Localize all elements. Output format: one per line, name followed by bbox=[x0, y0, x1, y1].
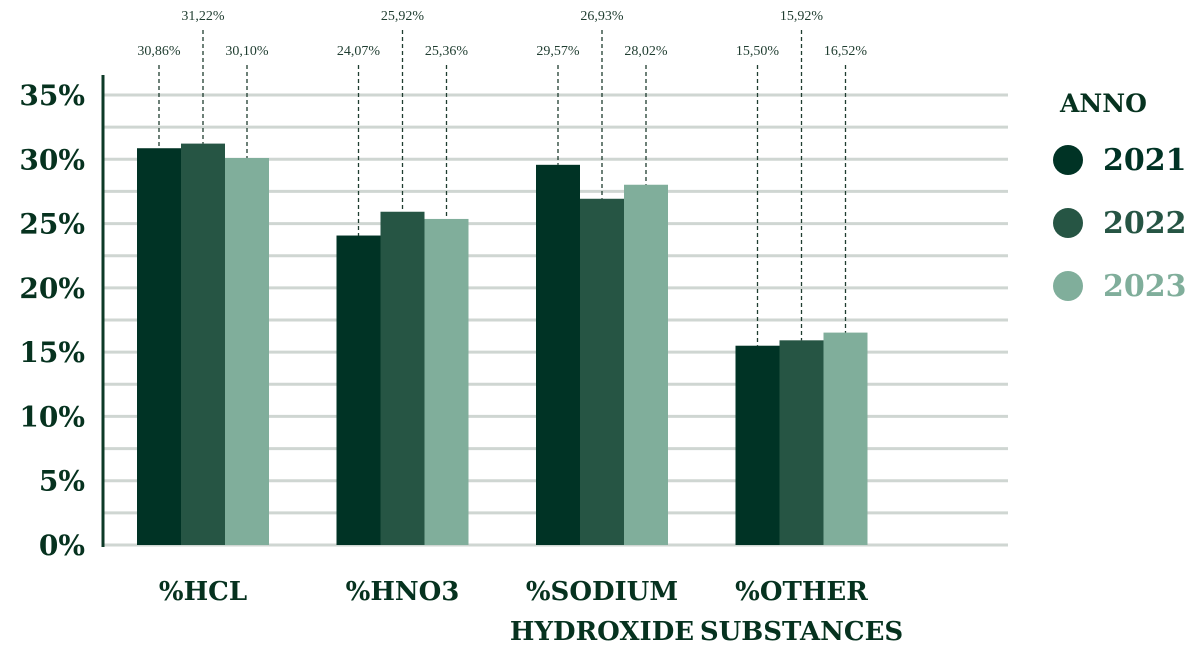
bar bbox=[823, 332, 868, 545]
bar bbox=[779, 340, 824, 545]
y-tick-label: 35% bbox=[19, 79, 85, 112]
bar bbox=[225, 158, 269, 545]
x-category-label: %HNO3 bbox=[346, 577, 460, 607]
bar bbox=[735, 345, 780, 545]
y-tick-label: 10% bbox=[19, 400, 85, 433]
data-labels: 30,86% 31,22% 30,10% 24,07% 25,92% 25,36% 29,5… bbox=[137, 9, 867, 59]
legend-label: 2022 bbox=[1103, 206, 1187, 241]
data-label: 28,02% bbox=[624, 44, 668, 59]
data-label-leaders bbox=[158, 30, 847, 346]
x-category-label: %OTHER bbox=[735, 577, 868, 607]
data-label: 15,92% bbox=[780, 9, 824, 24]
bar bbox=[181, 143, 225, 545]
legend-label: 2021 bbox=[1103, 143, 1187, 178]
data-label: 25,92% bbox=[381, 9, 425, 24]
y-tick-label: 25% bbox=[19, 208, 85, 241]
y-tick-label: 15% bbox=[19, 336, 85, 369]
legend-swatch bbox=[1053, 271, 1083, 301]
bars bbox=[137, 143, 868, 546]
x-axis-labels: %HCL %HNO3 %SODIUM HYDROXIDE %OTHER SUBSTANCE… bbox=[159, 577, 903, 645]
legend: ANNO 2021 2022 2023 bbox=[1053, 89, 1187, 304]
y-tick-label: 30% bbox=[19, 143, 85, 176]
y-axis: 0% 5% 10% 15% 20% 25% 30% 35% bbox=[19, 75, 105, 562]
data-label: 16,52% bbox=[824, 44, 868, 59]
data-label: 24,07% bbox=[337, 44, 381, 59]
legend-label: 2023 bbox=[1103, 269, 1187, 304]
bar bbox=[536, 164, 580, 546]
data-label: 25,36% bbox=[425, 44, 469, 59]
bar bbox=[424, 218, 469, 545]
y-tick-label: 5% bbox=[39, 465, 85, 498]
y-tick-label: 20% bbox=[19, 272, 85, 305]
data-label: 29,57% bbox=[536, 44, 580, 59]
bar bbox=[580, 198, 624, 545]
data-label: 30,86% bbox=[137, 44, 181, 59]
x-category-label: %HCL bbox=[159, 577, 247, 607]
data-label: 15,50% bbox=[736, 44, 780, 59]
data-label: 30,10% bbox=[225, 44, 269, 59]
y-tick-label: 0% bbox=[39, 529, 85, 562]
bar bbox=[624, 184, 668, 545]
legend-swatch bbox=[1053, 145, 1083, 175]
bar bbox=[336, 235, 381, 545]
legend-title: ANNO bbox=[1059, 89, 1147, 118]
legend-swatch bbox=[1053, 208, 1083, 238]
x-category-label: %SODIUM bbox=[526, 577, 678, 607]
bar bbox=[380, 211, 425, 545]
bar bbox=[137, 148, 181, 545]
data-label: 26,93% bbox=[580, 9, 624, 24]
x-category-label: SUBSTANCES bbox=[700, 617, 903, 645]
data-label: 31,22% bbox=[181, 9, 225, 24]
x-category-label: HYDROXIDE bbox=[510, 617, 694, 645]
